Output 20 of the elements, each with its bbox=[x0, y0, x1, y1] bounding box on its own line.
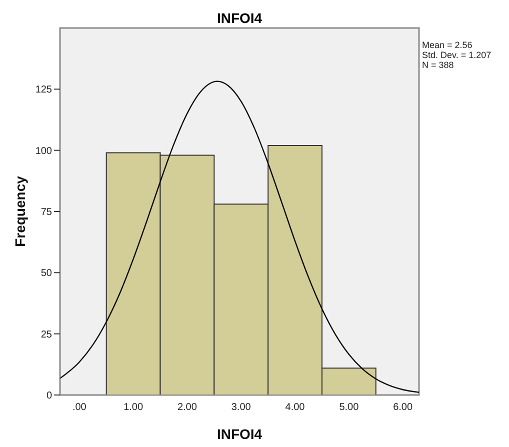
x-tick-label: 5.00 bbox=[339, 402, 360, 414]
y-axis-title: Frequency bbox=[12, 176, 28, 247]
x-tick-label: 2.00 bbox=[177, 402, 198, 414]
x-tick-label: 3.00 bbox=[231, 402, 252, 414]
x-tick-label: .00 bbox=[72, 402, 87, 414]
line-series bbox=[60, 80, 419, 393]
y-tick-label: 75 bbox=[40, 207, 52, 218]
x-tick-label: 1.00 bbox=[124, 402, 144, 414]
chart-title: INFOI4 bbox=[216, 10, 264, 26]
y-tick-label: 50 bbox=[40, 268, 52, 280]
y-tick-label: 25 bbox=[40, 329, 52, 340]
x-tick-label: 6.00 bbox=[393, 402, 413, 414]
y-tick-label: 0 bbox=[46, 390, 52, 402]
text: Mean = 2.56 bbox=[422, 40, 474, 50]
text: Std. Dev. = 1.207 bbox=[422, 50, 492, 60]
y-tick-label: 125 bbox=[35, 84, 52, 96]
x-tick-label: 4.00 bbox=[285, 402, 306, 414]
x-axis-title: INFOI4 bbox=[216, 426, 262, 442]
text: N = 388 bbox=[422, 60, 455, 70]
y-tick-label: 100 bbox=[35, 146, 52, 157]
